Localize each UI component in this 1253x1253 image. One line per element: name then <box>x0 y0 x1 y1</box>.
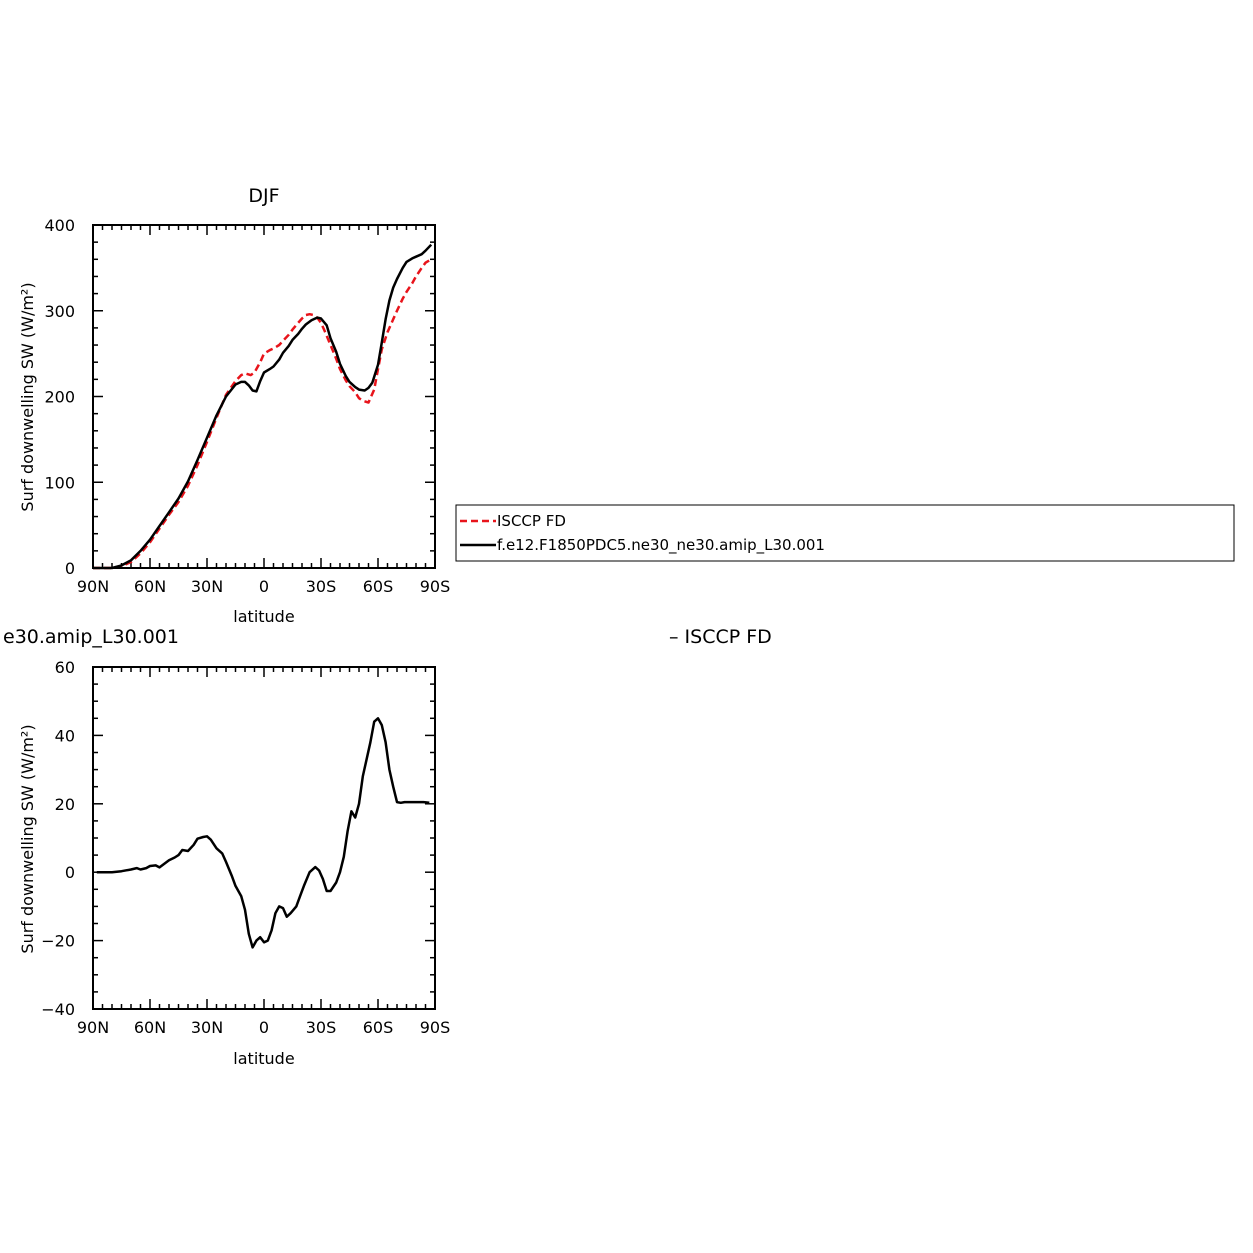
panel-top-djf: DJF latitude Surf downwelling SW (W/m²) … <box>18 185 450 626</box>
x-tick-label: 60S <box>363 1018 394 1037</box>
plot-title-bottom-left: e30.amip_L30.001 <box>3 626 179 648</box>
legend-label-model: f.e12.F1850PDC5.ne30_ne30.amip_L30.001 <box>497 536 825 555</box>
x-tick-label: 60N <box>134 577 166 596</box>
x-tick-label: 30S <box>306 577 337 596</box>
x-tick-label: 90N <box>77 577 109 596</box>
plot-frame-top <box>92 224 436 569</box>
x-tick-label: 60N <box>134 1018 166 1037</box>
plot-title-top: DJF <box>248 185 279 207</box>
y-tick-label: 100 <box>44 473 75 492</box>
ticks-top: 90N 60N 30N 0 30S 60S 90S 0 100 200 300 400 <box>44 216 450 596</box>
series-line-bottom-0 <box>96 717 430 949</box>
x-axis-title-top: latitude <box>233 607 294 626</box>
y-tick-label: 40 <box>55 726 75 745</box>
x-axis-title-bottom: latitude <box>233 1049 294 1068</box>
x-tick-label: 60S <box>363 577 394 596</box>
y-tick-label: 400 <box>44 216 75 235</box>
ticks-bottom: 90N 60N 30N 0 30S 60S 90S −40 −20 0 20 40 60 <box>41 658 450 1037</box>
series-line-top-0 <box>93 258 432 570</box>
x-tick-label: 90N <box>77 1018 109 1037</box>
series-lines-bottom <box>96 717 430 949</box>
panel-bottom-difference: e30.amip_L30.001 – ISCCP FD latitude Sur… <box>3 626 772 1068</box>
plot-frame-bottom <box>92 666 436 1010</box>
legend-box <box>455 504 1235 562</box>
series-lines-top <box>93 243 433 570</box>
y-tick-label: 20 <box>55 795 75 814</box>
y-axis-title-bottom: Surf downwelling SW (W/m²) <box>18 724 37 953</box>
legend-label-isccp: ISCCP FD <box>497 512 566 530</box>
y-tick-label: 60 <box>55 658 75 677</box>
y-axis-title-top: Surf downwelling SW (W/m²) <box>18 282 37 511</box>
x-tick-label: 90S <box>420 577 451 596</box>
x-tick-label: 30N <box>191 1018 223 1037</box>
x-tick-label: 30N <box>191 577 223 596</box>
x-tick-label: 0 <box>259 1018 269 1037</box>
x-tick-label: 0 <box>259 577 269 596</box>
x-tick-label: 90S <box>420 1018 451 1037</box>
legend: ISCCP FD f.e12.F1850PDC5.ne30_ne30.amip_… <box>455 504 1235 562</box>
y-tick-label: 300 <box>44 302 75 321</box>
x-tick-label: 30S <box>306 1018 337 1037</box>
y-tick-label: 0 <box>65 559 75 578</box>
plot-title-bottom-right: – ISCCP FD <box>669 626 772 648</box>
series-line-top-1 <box>93 243 433 570</box>
y-tick-label: −40 <box>41 1000 75 1019</box>
y-tick-label: 0 <box>65 863 75 882</box>
y-tick-label: 200 <box>44 388 75 407</box>
y-tick-label: −20 <box>41 932 75 951</box>
